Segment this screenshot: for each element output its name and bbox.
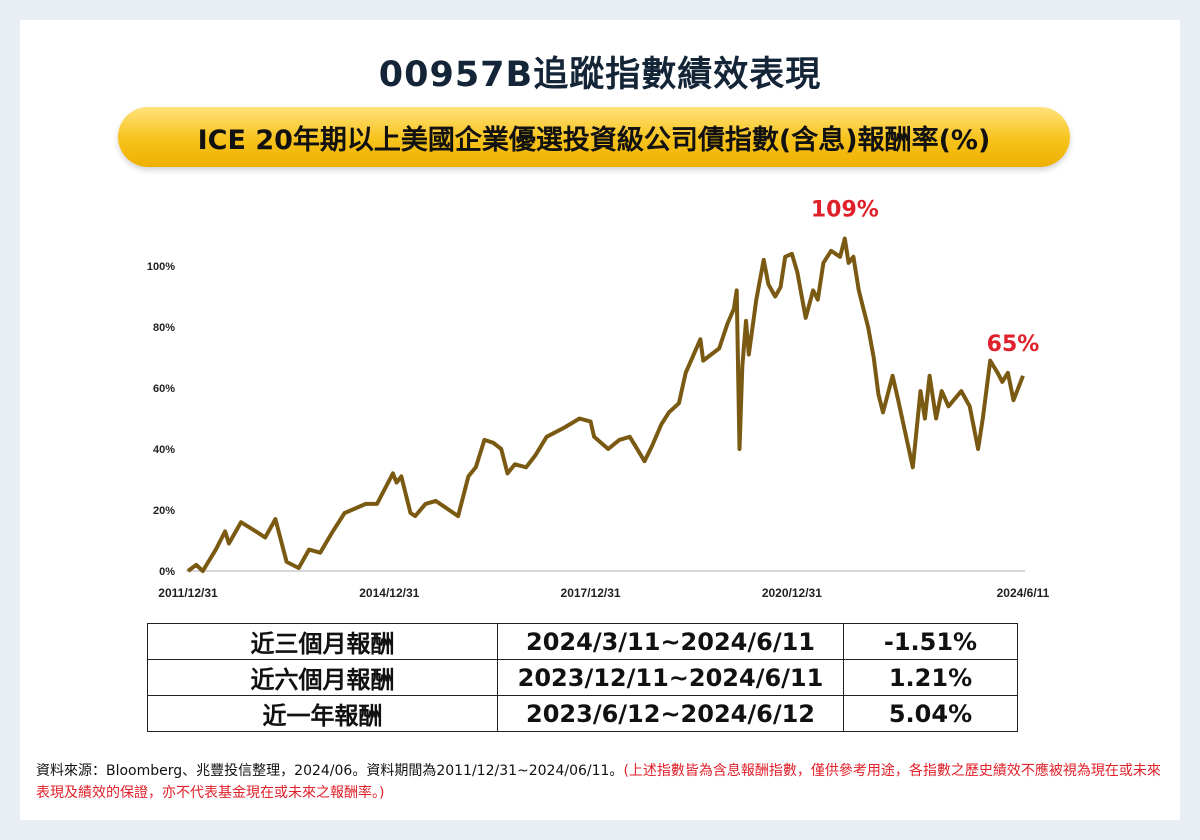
y-tick-label: 100% (147, 261, 175, 273)
source-note: 資料來源：Bloomberg、兆豐投信整理，2024/06。資料期間為2011/… (36, 763, 624, 779)
x-tick-label: 2020/12/31 (762, 586, 822, 600)
x-tick-label: 2024/6/11 (997, 586, 1050, 600)
row-label: 近六個月報酬 (147, 659, 498, 696)
returns-table: 近三個月報酬 2024/3/11~2024/6/11 -1.51% 近六個月報酬… (147, 623, 1018, 732)
row-period: 2023/6/12~2024/6/12 (497, 695, 844, 732)
disclaimer-note: (上述指數皆為含息報酬指數，僅供參考用途，各指數之歷史績效不應被視為現在或未來表… (36, 763, 1161, 801)
row-return: 1.21% (843, 659, 1018, 696)
annotations: 109% 65% (811, 198, 1040, 357)
x-tick-label: 2011/12/31 (158, 586, 218, 600)
y-axis-ticks: 0% 20% 40% 60% 80% 100% (147, 261, 175, 578)
row-label: 近三個月報酬 (147, 623, 498, 660)
line-chart: 0%20%40%60%80%100% 2011/12/31 2014/12/31 2… (147, 198, 1050, 600)
x-tick-label: 2017/12/31 (561, 586, 621, 600)
y-tick-label: 20% (153, 505, 175, 517)
row-period: 2024/3/11~2024/6/11 (497, 623, 844, 660)
annotation-label: 65% (987, 332, 1040, 357)
table-row: 近一年報酬 2023/6/12~2024/6/12 5.04% (147, 695, 1018, 732)
y-tick-label: 60% (153, 383, 175, 395)
row-return: -1.51% (843, 623, 1018, 660)
table-row: 近三個月報酬 2024/3/11~2024/6/11 -1.51% (147, 623, 1018, 660)
x-tick-label: 2014/12/31 (359, 586, 419, 600)
page-title: 00957B追蹤指數績效表現 (378, 55, 822, 95)
x-axis-ticks: 2011/12/31 2014/12/31 2017/12/31 2020/12/31… (158, 586, 1049, 600)
row-label: 近一年報酬 (147, 695, 498, 732)
table-row: 近六個月報酬 2023/12/11~2024/6/11 1.21% (147, 659, 1018, 696)
annotation-label: 109% (811, 198, 879, 223)
y-tick-label: 40% (153, 444, 175, 456)
chart-title-banner: ICE 20年期以上美國企業優選投資級公司債指數(含息)報酬率(%) (118, 107, 1070, 167)
y-tick-label: 0% (159, 566, 175, 578)
chart-title: ICE 20年期以上美國企業優選投資級公司債指數(含息)報酬率(%) (197, 124, 991, 156)
row-period: 2023/12/11~2024/6/11 (497, 659, 844, 696)
row-return: 5.04% (843, 695, 1018, 732)
footnote: 資料來源：Bloomberg、兆豐投信整理，2024/06。資料期間為2011/… (36, 760, 1166, 804)
series-line (186, 236, 1025, 573)
y-tick-label: 80% (153, 322, 175, 334)
